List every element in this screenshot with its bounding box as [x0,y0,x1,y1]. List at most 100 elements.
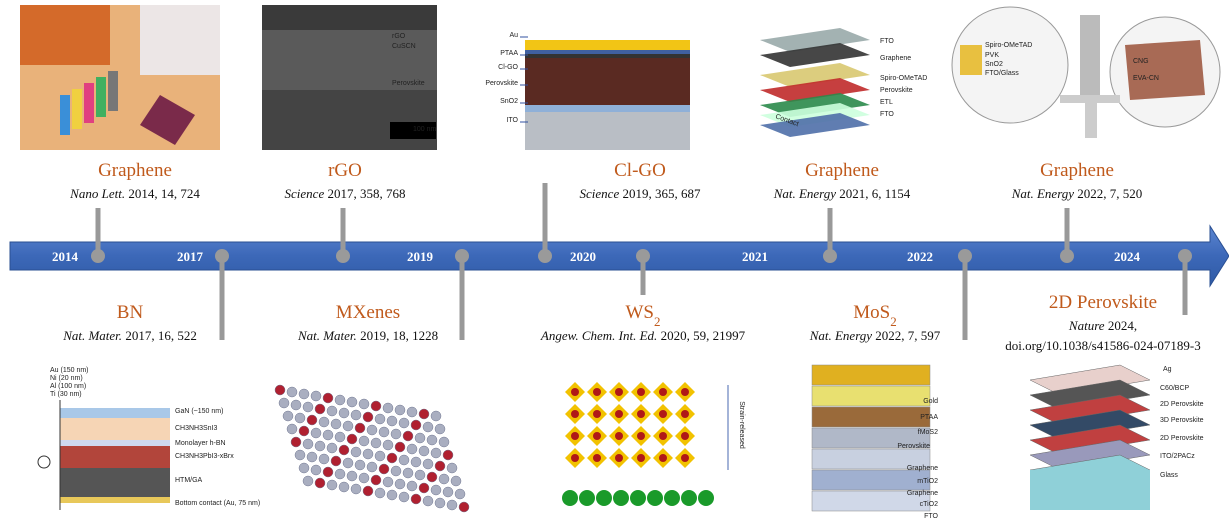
illustration-shape [418,482,430,494]
illustration-shape [338,407,350,419]
image-label: FTO [880,111,894,118]
illustration-shape [322,466,334,478]
citation: Angew. Chem. Int. Ed. 2020, 59, 21997 [540,328,746,343]
illustration-shape [338,444,350,456]
illustration-shape [960,45,982,75]
illustration-shape [406,443,418,455]
illustration-shape [613,490,629,506]
illustration-shape [760,43,870,67]
image-label: FTO [924,513,938,520]
illustration-shape [318,416,330,428]
illustration-shape [378,463,390,475]
illustration-shape [593,388,601,396]
illustration-shape [298,388,310,400]
illustration-shape [579,490,595,506]
image-label: Monolayer h-BN [175,440,226,447]
image-label: Cl-GO [498,64,518,71]
illustration-shape [418,408,430,420]
illustration-shape [262,90,437,150]
illustration-shape [402,430,414,442]
illustration-shape [571,454,579,462]
illustration-shape [374,487,386,499]
image-label: Spiro-OMeTAD [985,42,1032,49]
illustration-shape [1029,394,1151,426]
illustration-shape [659,454,667,462]
citation: Nat. Mater. 2019, 18, 1228 [297,328,438,343]
illustration-shape [681,490,697,506]
illustration-shape [525,112,690,150]
image-label: Ti (30 nm) [50,391,82,398]
illustration-shape [681,388,689,396]
illustration-shape [394,441,406,453]
illustration-shape [310,390,322,402]
illustration-shape [422,458,434,470]
citation: Nat. Mater. 2017, 16, 522 [62,328,197,343]
illustration-shape [274,384,286,396]
citation-details: 2019, 365, 687 [622,186,701,201]
citation-details: 2021, 6, 1154 [839,186,911,201]
illustration-shape [60,468,170,497]
year-label: 2024 [1114,249,1141,264]
illustration-shape [630,490,646,506]
illustration-shape [615,454,623,462]
year-label: 2014 [52,249,79,264]
illustration-shape [342,457,354,469]
image-label: CNG [1133,58,1149,65]
illustration-shape [434,460,446,472]
milestone-title: MXenes [336,302,400,323]
citation-details: 2017, 358, 768 [327,186,405,201]
image-label: Gold [923,398,938,405]
illustration-shape [354,422,366,434]
illustration-shape [811,490,931,512]
milestone-title: Graphene [1040,160,1114,181]
illustration-shape [362,411,374,423]
citation: Science 2017, 358, 768 [285,186,406,201]
image-label: Bottom contact (Au, 75 nm) [175,500,260,507]
timeline-node [636,249,650,263]
illustration-shape [659,388,667,396]
image-label: EVA-CN [1133,75,1159,82]
illustration-shape [326,405,338,417]
illustration-shape [140,95,195,145]
illustration-shape [362,448,374,460]
illustration-shape [294,412,306,424]
timeline-node [538,249,552,263]
illustration-shape [334,394,346,406]
illustration-shape [414,469,426,481]
illustration-shape [430,484,442,496]
illustration-shape [20,5,110,65]
illustration-shape [422,421,434,433]
illustration-shape [366,424,378,436]
illustration-shape [394,404,406,416]
illustration-shape [811,406,931,428]
illustration-shape [430,447,442,459]
citation: Nat. Energy 2022, 7, 597 [809,328,941,343]
illustration-shape [350,483,362,495]
milestone-title-text: BN [117,302,144,323]
illustration-shape [346,396,358,408]
citation-journal: Nat. Mater. [297,328,357,343]
illustration-shape [1030,470,1150,510]
illustration-shape [1125,40,1205,100]
illustration-shape [108,71,118,111]
illustration-shape [454,488,466,500]
milestone-title: WS2 [626,302,661,329]
illustration-shape [434,497,446,509]
image-label: PTAA [920,414,938,421]
image-label: Au [509,32,518,39]
timeline-node [1060,249,1074,263]
illustration-shape [330,418,342,430]
image-label: Graphene [907,465,938,472]
illustration-shape [450,475,462,487]
image-label: Perovskite [392,80,425,87]
illustration-shape [760,28,870,52]
illustration-shape [398,491,410,503]
citation-details: 2024, [1108,318,1137,333]
illustration-shape [310,427,322,439]
citation-journal: Nat. Mater. [62,328,122,343]
milestone-title: MoS2 [853,302,896,329]
illustration-shape [350,446,362,458]
illustration-shape [354,459,366,471]
milestone-title-text: Cl-GO [614,160,666,181]
